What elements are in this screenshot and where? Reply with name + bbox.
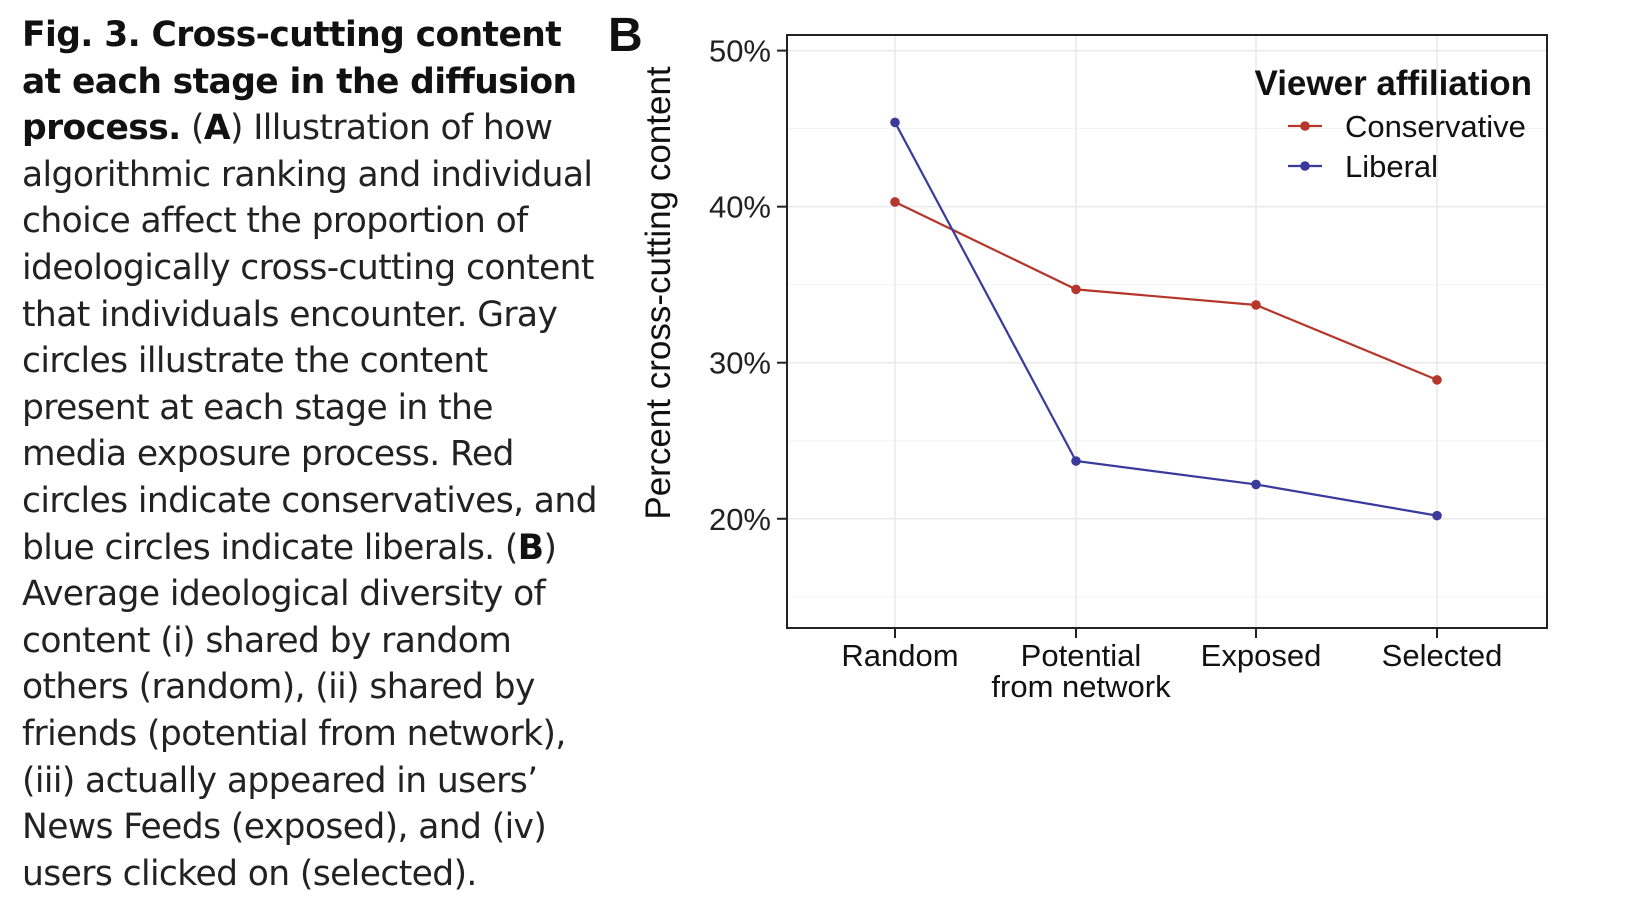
panel-label: B bbox=[608, 9, 643, 62]
line-chart: 20% 30% 40% 50% Random Potential from network… bbox=[639, 34, 1548, 704]
caption-label-b: B bbox=[517, 527, 544, 568]
x-tick-label: Potential from network bbox=[991, 638, 1171, 704]
grid-layer bbox=[787, 35, 1547, 628]
data-point-liberal bbox=[1251, 479, 1261, 490]
data-point-conservative bbox=[890, 197, 900, 207]
series-line-liberal bbox=[894, 121, 1438, 517]
x-tick-label: Random bbox=[841, 638, 958, 673]
x-axis: Random Potential from network Exposed Select… bbox=[841, 628, 1502, 704]
x-tick-label: Selected bbox=[1382, 638, 1503, 673]
y-tick-label: 30% bbox=[709, 346, 771, 381]
caption-text-2: ) Illustration of how algorithmic rankin… bbox=[22, 108, 598, 568]
y-axis-label: Percent cross-cutting content bbox=[639, 66, 678, 520]
y-tick-label: 20% bbox=[709, 502, 771, 537]
data-point-liberal bbox=[1071, 456, 1081, 466]
y-tick-label: 40% bbox=[709, 190, 771, 225]
data-point-conservative bbox=[1432, 375, 1442, 385]
series-line-conservative bbox=[894, 200, 1438, 381]
data-point-liberal bbox=[890, 117, 900, 128]
series-layer bbox=[890, 117, 1442, 521]
data-point-liberal bbox=[1432, 510, 1442, 521]
legend-label-conservative: Conservative bbox=[1345, 109, 1526, 144]
x-tick-label: Exposed bbox=[1201, 638, 1322, 673]
caption-lead: Fig. 3. Cross-cutting content at each st… bbox=[22, 15, 577, 149]
y-tick-label: 50% bbox=[709, 34, 771, 69]
caption-label-a: A bbox=[203, 108, 231, 149]
data-point-conservative bbox=[1251, 300, 1261, 310]
legend: Viewer affiliation Conservative Liberal bbox=[1255, 64, 1533, 184]
legend-swatch-point bbox=[1300, 121, 1310, 131]
data-point-conservative bbox=[1071, 284, 1081, 295]
legend-label-liberal: Liberal bbox=[1345, 149, 1438, 184]
caption-text-1: ( bbox=[180, 108, 204, 149]
legend-title: Viewer affiliation bbox=[1255, 64, 1533, 103]
y-axis: 20% 30% 40% 50% bbox=[709, 34, 787, 537]
legend-swatch-point bbox=[1300, 161, 1310, 171]
plot-frame bbox=[786, 34, 1548, 629]
figure-caption: Fig. 3. Cross-cutting content at each st… bbox=[22, 12, 607, 897]
